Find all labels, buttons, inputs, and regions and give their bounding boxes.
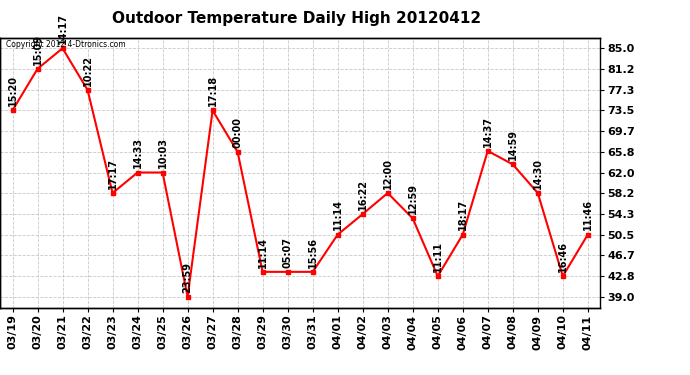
Text: 17:17: 17:17 — [108, 158, 117, 189]
Text: 11:11: 11:11 — [433, 241, 443, 272]
Text: 10:22: 10:22 — [83, 55, 92, 86]
Text: 10:03: 10:03 — [157, 137, 168, 168]
Text: 14:37: 14:37 — [483, 116, 493, 147]
Text: 16:46: 16:46 — [558, 241, 568, 272]
Text: 14:17: 14:17 — [57, 13, 68, 44]
Text: 14:59: 14:59 — [508, 129, 518, 160]
Text: 11:46: 11:46 — [583, 200, 593, 230]
Text: 12:59: 12:59 — [408, 183, 417, 214]
Text: 17:18: 17:18 — [208, 75, 217, 106]
Text: 15:20: 15:20 — [8, 75, 17, 106]
Text: 00:00: 00:00 — [233, 117, 243, 148]
Text: Copyright 2012 4-Dtronics.com: Copyright 2012 4-Dtronics.com — [6, 40, 126, 49]
Text: 18:17: 18:17 — [457, 199, 468, 230]
Text: Outdoor Temperature Daily High 20120412: Outdoor Temperature Daily High 20120412 — [112, 11, 481, 26]
Text: 12:00: 12:00 — [383, 158, 393, 189]
Text: 11:14: 11:14 — [257, 237, 268, 268]
Text: 05:07: 05:07 — [283, 237, 293, 268]
Text: 16:22: 16:22 — [357, 179, 368, 210]
Text: 11:14: 11:14 — [333, 200, 343, 230]
Text: 23:59: 23:59 — [183, 261, 193, 292]
Text: 15:56: 15:56 — [308, 237, 317, 268]
Text: 14:30: 14:30 — [533, 158, 543, 189]
Text: 15:09: 15:09 — [32, 34, 43, 64]
Text: 14:33: 14:33 — [132, 137, 143, 168]
